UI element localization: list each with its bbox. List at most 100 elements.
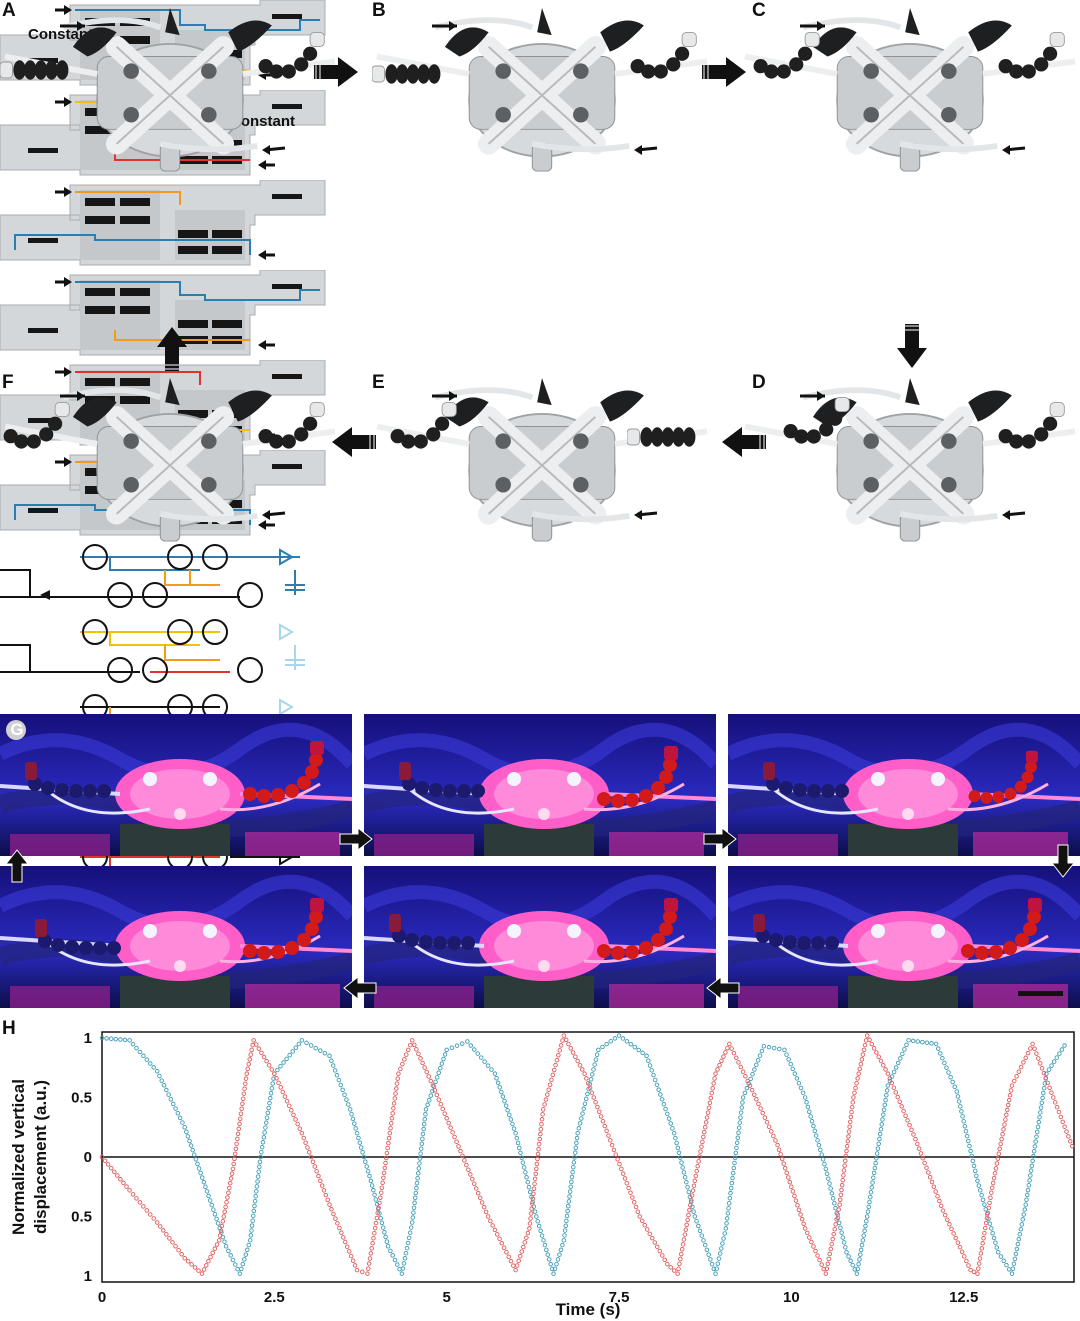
data-point xyxy=(864,1214,870,1219)
data-point xyxy=(804,1230,810,1236)
data-point xyxy=(549,1266,555,1272)
data-point xyxy=(611,1147,617,1153)
data-point xyxy=(713,1071,718,1076)
data-point xyxy=(766,1124,772,1130)
data-point xyxy=(214,1216,219,1222)
data-point xyxy=(352,1263,358,1268)
data-point xyxy=(964,1133,970,1139)
data-point xyxy=(580,1067,585,1072)
data-point xyxy=(404,1245,410,1251)
data-point xyxy=(210,1250,215,1256)
data-point xyxy=(998,1141,1003,1147)
data-point xyxy=(960,1114,965,1119)
data-point xyxy=(567,1189,573,1194)
data-point xyxy=(414,1047,419,1052)
data-point xyxy=(988,1195,993,1201)
data-point xyxy=(332,1068,338,1073)
data-point xyxy=(175,1110,181,1116)
data-point xyxy=(534,1166,539,1172)
data-point xyxy=(566,1199,572,1204)
data-point xyxy=(808,1114,813,1119)
data-point xyxy=(148,1212,153,1217)
data-point xyxy=(709,1261,715,1267)
data-point xyxy=(219,1223,225,1229)
data-point xyxy=(781,1161,786,1166)
data-point xyxy=(243,1252,249,1257)
data-point xyxy=(536,1146,541,1152)
data-point xyxy=(869,1185,875,1190)
data-point xyxy=(237,1116,243,1122)
robot-render-f xyxy=(0,378,340,543)
data-point xyxy=(102,1158,108,1163)
data-point xyxy=(881,1107,887,1113)
data-point xyxy=(685,1184,690,1190)
data-point xyxy=(1034,1129,1040,1135)
data-point xyxy=(137,1200,143,1205)
data-point xyxy=(850,1262,855,1268)
data-point xyxy=(232,1151,238,1157)
data-point xyxy=(308,1154,314,1160)
data-point xyxy=(710,1086,715,1091)
data-point xyxy=(935,1194,940,1199)
data-point xyxy=(268,1091,274,1096)
data-point xyxy=(1052,1100,1058,1105)
data-point xyxy=(519,1155,524,1160)
data-point xyxy=(950,1079,955,1085)
data-point xyxy=(968,1267,973,1273)
data-point xyxy=(878,1058,884,1064)
arrow-right-icon xyxy=(702,57,746,87)
data-point xyxy=(223,1244,229,1249)
data-point xyxy=(1056,1109,1062,1115)
data-point xyxy=(839,1187,844,1193)
data-point xyxy=(533,1171,538,1177)
data-point xyxy=(551,1067,557,1073)
data-point xyxy=(403,1250,409,1256)
data-point xyxy=(260,1140,266,1145)
data-point xyxy=(407,1042,413,1048)
data-point xyxy=(612,1036,618,1041)
data-point xyxy=(1005,1102,1011,1108)
data-point xyxy=(790,1066,795,1072)
data-point xyxy=(748,1076,753,1082)
data-point xyxy=(269,1067,275,1072)
data-point xyxy=(915,1141,920,1147)
data-point xyxy=(216,1238,222,1243)
data-point xyxy=(412,1200,417,1206)
data-point xyxy=(380,1180,385,1186)
data-point xyxy=(134,1045,139,1051)
data-point xyxy=(867,1199,872,1205)
data-point xyxy=(513,1130,518,1136)
data-point xyxy=(532,1209,538,1214)
data-point xyxy=(681,1237,687,1242)
data-point xyxy=(891,1069,897,1075)
data-point xyxy=(344,1244,350,1249)
data-point xyxy=(1019,1222,1025,1227)
data-point xyxy=(668,1265,673,1270)
data-point xyxy=(699,1144,704,1149)
data-point xyxy=(920,1155,926,1161)
data-point xyxy=(342,1239,348,1245)
data-point xyxy=(647,1231,652,1237)
data-point xyxy=(499,1241,505,1246)
data-point xyxy=(409,1038,415,1043)
data-point xyxy=(304,1040,309,1046)
data-point xyxy=(942,1212,948,1218)
data-point xyxy=(426,1074,432,1079)
data-point xyxy=(729,1046,734,1051)
data-point xyxy=(951,1231,956,1236)
data-point xyxy=(620,1036,626,1041)
data-point xyxy=(807,1235,812,1240)
data-point xyxy=(154,1069,160,1074)
data-point xyxy=(539,1117,545,1122)
data-point xyxy=(704,1247,710,1253)
data-point xyxy=(857,1257,862,1262)
robot-render-b xyxy=(372,8,712,173)
data-point xyxy=(876,1141,881,1147)
data-point xyxy=(1001,1258,1006,1264)
data-point xyxy=(546,1257,552,1262)
data-point xyxy=(873,1160,878,1166)
data-point xyxy=(864,1219,869,1224)
data-point xyxy=(539,1122,544,1127)
data-point xyxy=(794,1076,800,1081)
data-point xyxy=(813,1133,819,1138)
